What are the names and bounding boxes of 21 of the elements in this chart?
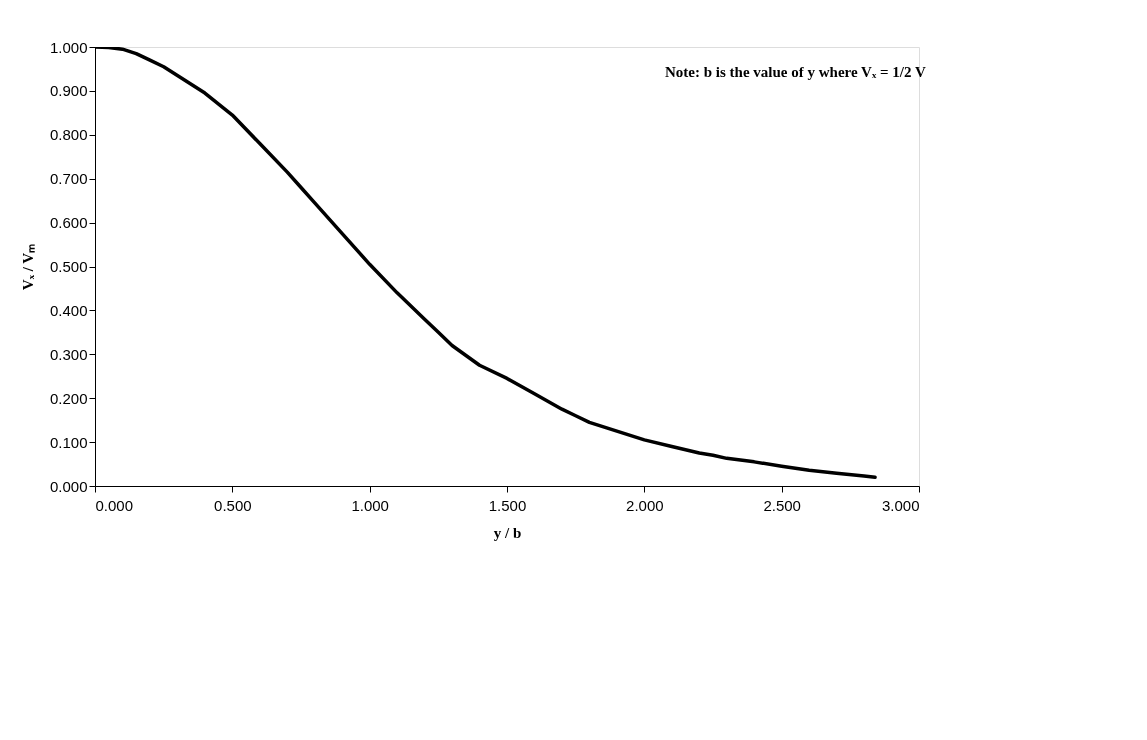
- y-tick-label: 0.000: [49, 477, 88, 495]
- x-tick-label: 2.000: [626, 496, 664, 514]
- y-tick-label: 0.200: [49, 389, 88, 407]
- y-tick-label: 1.000: [49, 38, 88, 56]
- annotation: Note: b is the value of y where Vₓ = 1/2 V: [665, 64, 926, 80]
- y-tick-label: 0.700: [49, 170, 88, 188]
- y-axis-title: Vₓ / Vₘ: [19, 243, 36, 291]
- y-tick-label: 0.800: [49, 126, 88, 144]
- y-tick-label: 0.100: [49, 433, 88, 451]
- x-tick-label: 1.500: [488, 496, 527, 514]
- y-tick-label: 0.300: [49, 345, 88, 363]
- x-axis-title: y / b: [493, 524, 522, 541]
- x-tick-label: 1.000: [351, 496, 389, 514]
- y-tick-label: 0.400: [49, 301, 88, 319]
- x-tick-label: 3.000: [881, 496, 920, 514]
- x-tick-label: 2.500: [763, 496, 801, 514]
- x-tick-label: 0.500: [214, 496, 252, 514]
- y-tick-label: 0.500: [49, 258, 88, 275]
- x-tick-label: 0.000: [95, 496, 134, 514]
- y-tick-label: 0.900: [49, 82, 88, 100]
- y-tick-label: 0.600: [49, 214, 88, 232]
